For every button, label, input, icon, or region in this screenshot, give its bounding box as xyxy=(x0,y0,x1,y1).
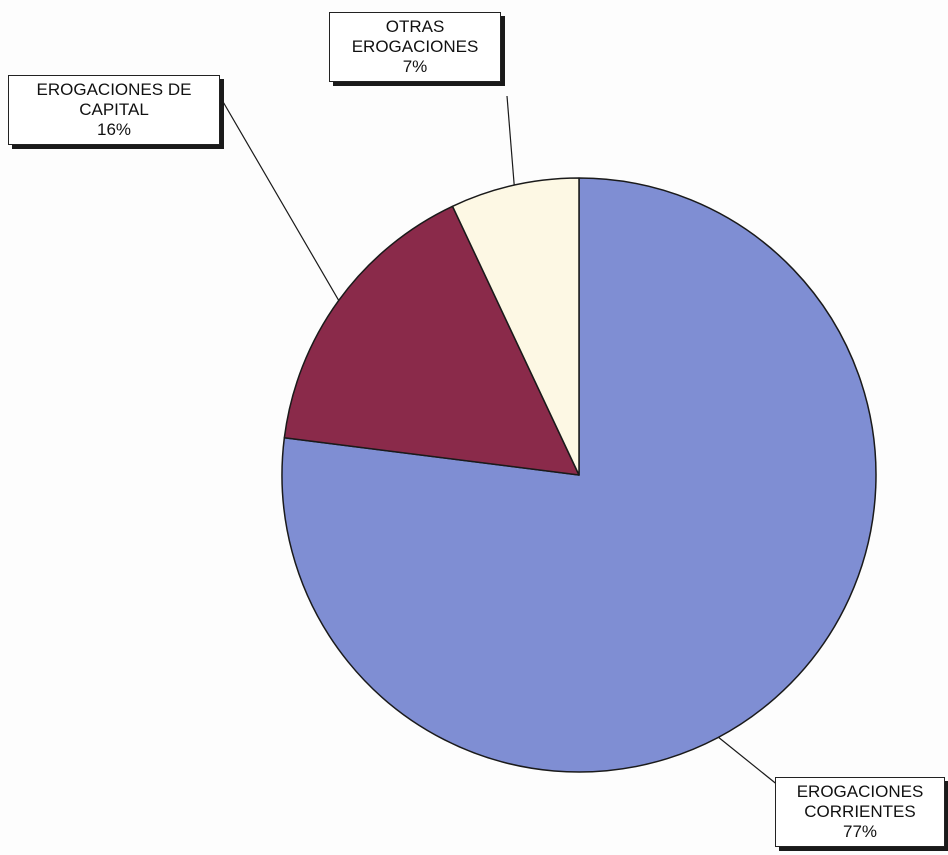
callout-label-line-1: EROGACIONES DE xyxy=(36,80,192,99)
pie-slices xyxy=(281,177,877,773)
callout-label-line-2: EROGACIONES xyxy=(351,37,479,56)
slice-otras-erogaciones xyxy=(451,177,580,476)
callout-erogaciones-corrientes: EROGACIONES CORRIENTES 77% xyxy=(775,777,945,847)
callout-erogaciones-de-capital: EROGACIONES DE CAPITAL 16% xyxy=(8,75,220,145)
callout-label-line-1: OTRAS xyxy=(385,17,445,36)
slice-erogaciones-de-capital xyxy=(283,205,580,476)
callout-value: 77% xyxy=(842,822,878,841)
leader-erogaciones-corrientes xyxy=(718,736,785,791)
callout-label-line-2: CORRIENTES xyxy=(804,802,916,821)
callout-value: 7% xyxy=(402,57,428,76)
callout-otras-erogaciones: OTRAS EROGACIONES 7% xyxy=(329,12,501,82)
callout-label-line-1: EROGACIONES xyxy=(796,782,924,801)
leader-erogaciones-de-capital xyxy=(221,99,340,301)
leader-otras-erogaciones xyxy=(506,95,515,186)
leader-lines xyxy=(221,95,785,791)
callout-label-line-2: CAPITAL xyxy=(79,100,149,119)
callout-value: 16% xyxy=(96,120,132,139)
